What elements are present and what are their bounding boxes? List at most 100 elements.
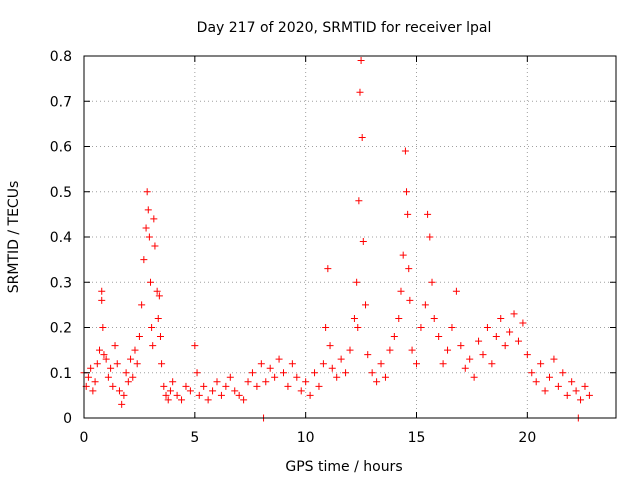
data-point xyxy=(546,373,553,381)
data-point xyxy=(231,387,239,395)
data-point xyxy=(149,342,157,350)
data-point xyxy=(406,296,414,304)
data-point xyxy=(150,215,158,223)
y-tick-label: 0 xyxy=(63,411,72,427)
data-point xyxy=(89,387,97,395)
data-point xyxy=(195,391,203,399)
data-point xyxy=(356,88,364,96)
data-point xyxy=(147,278,154,286)
data-point xyxy=(319,360,327,368)
data-point xyxy=(302,378,310,386)
data-point xyxy=(342,369,350,377)
data-point xyxy=(235,391,243,399)
data-point xyxy=(448,324,456,331)
data-points xyxy=(80,57,593,422)
data-point xyxy=(144,206,152,214)
data-point xyxy=(182,382,190,390)
data-point xyxy=(368,369,376,377)
x-tick-label: 0 xyxy=(80,430,89,446)
data-point xyxy=(346,346,354,354)
data-point xyxy=(244,378,252,386)
data-point xyxy=(284,382,292,390)
data-point xyxy=(466,355,474,363)
data-point xyxy=(497,314,505,322)
data-point xyxy=(158,360,166,368)
data-point xyxy=(373,378,381,386)
data-point xyxy=(354,324,362,331)
y-tick-label: 0.4 xyxy=(50,230,72,246)
x-tick-label: 20 xyxy=(518,430,536,446)
data-point xyxy=(217,391,225,399)
data-point xyxy=(162,391,170,399)
data-point xyxy=(131,346,139,354)
data-point xyxy=(470,373,478,381)
data-point xyxy=(435,333,443,341)
data-point xyxy=(328,364,336,372)
data-point xyxy=(93,360,101,368)
data-point xyxy=(240,396,248,404)
data-point xyxy=(153,287,161,295)
data-point xyxy=(209,387,217,395)
data-point xyxy=(475,337,483,345)
data-point xyxy=(129,373,137,381)
data-point xyxy=(143,188,151,196)
data-point xyxy=(154,314,162,322)
data-point xyxy=(322,324,330,331)
data-point xyxy=(133,360,141,368)
data-point xyxy=(140,256,148,264)
data-point xyxy=(381,373,389,381)
y-axis-label: SRMTID / TECUs xyxy=(6,181,22,294)
data-point xyxy=(353,278,361,286)
data-point xyxy=(118,400,126,408)
data-point xyxy=(293,373,301,381)
y-tick-label: 0.8 xyxy=(50,49,72,65)
data-point xyxy=(483,324,491,331)
data-point xyxy=(326,342,334,350)
data-point xyxy=(120,391,128,399)
data-point xyxy=(297,387,305,395)
x-tick-label: 5 xyxy=(190,430,199,446)
axis-ticks: 0 0.1 0.2 0.3 0.4 0.5 0.6 0.7 0.8 0 5 10 15 20 xyxy=(50,49,616,446)
y-tick-label: 0.7 xyxy=(50,94,72,110)
data-point xyxy=(160,382,168,390)
data-point xyxy=(403,188,411,196)
data-point xyxy=(510,310,518,318)
y-tick-label: 0.5 xyxy=(50,185,72,201)
data-point xyxy=(577,396,585,404)
data-point xyxy=(537,360,545,368)
y-tick-label: 0.1 xyxy=(50,366,72,382)
data-point xyxy=(408,346,416,354)
data-point xyxy=(554,382,562,390)
data-point xyxy=(155,292,163,300)
data-point xyxy=(501,342,509,350)
data-point xyxy=(226,373,234,381)
data-point xyxy=(191,342,199,350)
data-point xyxy=(395,314,403,322)
x-tick-label: 15 xyxy=(408,430,426,446)
data-point xyxy=(271,373,279,381)
data-point xyxy=(413,360,420,368)
data-point xyxy=(519,319,527,327)
data-point xyxy=(364,351,372,359)
data-point xyxy=(124,378,132,386)
data-point xyxy=(404,210,412,218)
data-point xyxy=(122,369,130,377)
data-point xyxy=(417,324,425,331)
data-point xyxy=(506,328,514,336)
data-point xyxy=(358,133,366,141)
data-point xyxy=(421,301,429,309)
data-point xyxy=(275,355,283,363)
data-point xyxy=(109,382,117,390)
data-point xyxy=(397,287,405,295)
data-point xyxy=(386,346,394,354)
data-point xyxy=(359,238,367,246)
data-point xyxy=(173,391,181,399)
data-point xyxy=(424,210,432,218)
data-point xyxy=(428,278,436,286)
data-point xyxy=(262,378,270,386)
y-tick-label: 0.3 xyxy=(50,275,72,291)
y-tick-label: 0.6 xyxy=(50,140,72,156)
data-point xyxy=(164,396,172,404)
data-point xyxy=(156,333,164,341)
